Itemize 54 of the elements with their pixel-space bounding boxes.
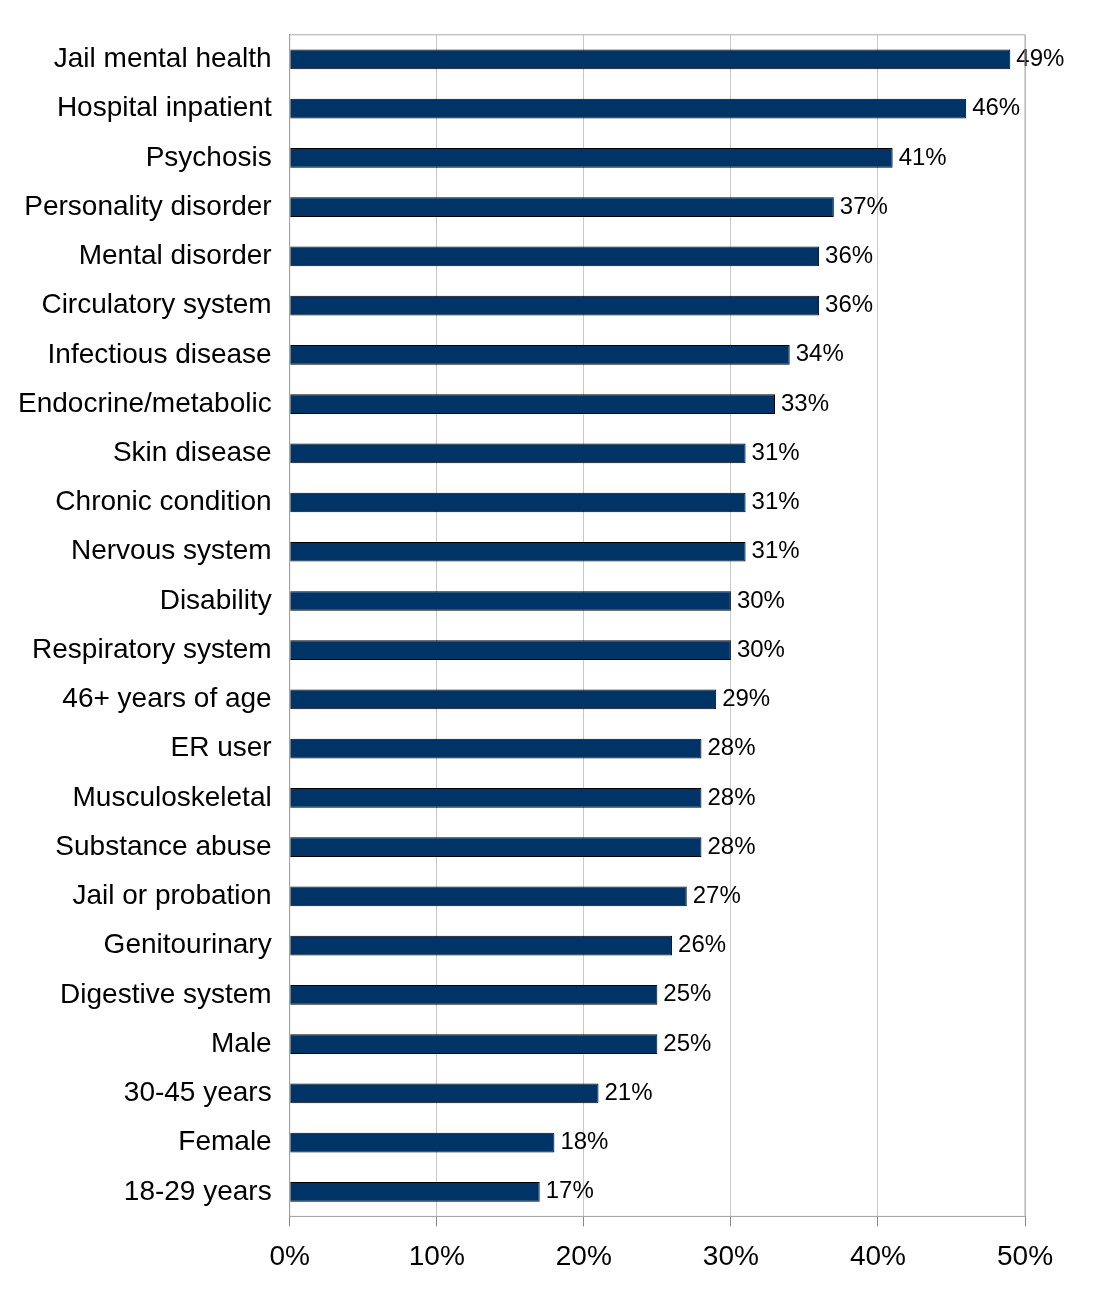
- y-tick-label: Nervous system: [70, 534, 272, 566]
- data-label: 31%: [751, 536, 800, 564]
- data-label: 34%: [795, 339, 844, 367]
- x-tick-label: 0%: [269, 1239, 310, 1271]
- y-tick-label: Substance abuse: [55, 829, 272, 861]
- data-label: 36%: [825, 290, 874, 318]
- y-tick-label: Infectious disease: [47, 337, 272, 369]
- y-tick-label: Male: [210, 1026, 272, 1058]
- x-tick-label: 40%: [849, 1239, 906, 1271]
- y-tick-label: 30-45 years: [123, 1076, 272, 1108]
- data-label: 28%: [707, 733, 756, 761]
- data-label: 49%: [1016, 44, 1065, 72]
- y-tick-label: Circulatory system: [41, 288, 272, 320]
- x-tick-label: 10%: [408, 1239, 465, 1271]
- data-label: 17%: [545, 1176, 594, 1204]
- y-tick-label: Mental disorder: [78, 239, 272, 271]
- data-label: 41%: [898, 142, 947, 170]
- data-label: 30%: [736, 585, 785, 613]
- y-tick-label: Jail or probation: [72, 879, 272, 911]
- y-tick-label: Disability: [159, 583, 272, 615]
- data-label: 18%: [560, 1127, 609, 1155]
- y-tick-label: Chronic condition: [55, 485, 272, 517]
- y-tick-label: Endocrine/metabolic: [17, 386, 272, 418]
- data-label: 30%: [736, 634, 785, 662]
- data-label: 31%: [751, 437, 800, 465]
- y-tick-label: ER user: [170, 731, 272, 763]
- data-label: 25%: [663, 1028, 712, 1056]
- y-tick-label: Musculoskeletal: [72, 780, 272, 812]
- y-tick-label: 18-29 years: [123, 1174, 272, 1206]
- y-tick-label: Skin disease: [112, 436, 272, 467]
- data-label: 28%: [707, 782, 756, 810]
- y-tick-label: Respiratory system: [32, 632, 272, 664]
- y-tick-label: Hospital inpatient: [56, 91, 272, 123]
- x-tick-label: 20%: [555, 1239, 612, 1271]
- data-label: 33%: [781, 388, 830, 416]
- data-label: 31%: [751, 487, 800, 515]
- y-tick-label: Psychosis: [145, 140, 272, 172]
- data-label: 46%: [972, 93, 1021, 121]
- x-tick-label: 30%: [702, 1239, 759, 1271]
- y-tick-label: Digestive system: [60, 977, 272, 1009]
- data-label: 25%: [663, 979, 712, 1007]
- y-tick-label: 46+ years of age: [62, 682, 272, 714]
- x-tick-label: 50%: [996, 1239, 1054, 1271]
- data-label: 29%: [722, 684, 771, 712]
- data-label: 21%: [604, 1077, 653, 1105]
- y-tick-label: Female: [178, 1125, 272, 1157]
- data-label: 37%: [839, 191, 888, 219]
- data-label: 26%: [678, 930, 727, 958]
- data-label: 27%: [692, 881, 741, 909]
- data-label: 36%: [825, 240, 874, 268]
- data-label: 28%: [707, 831, 756, 859]
- y-tick-label: Personality disorder: [24, 189, 272, 221]
- y-tick-label: Genitourinary: [103, 928, 272, 960]
- y-tick-label: Jail mental health: [53, 42, 272, 74]
